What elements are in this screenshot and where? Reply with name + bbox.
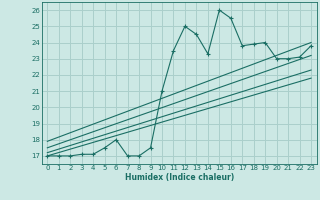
- X-axis label: Humidex (Indice chaleur): Humidex (Indice chaleur): [124, 173, 234, 182]
